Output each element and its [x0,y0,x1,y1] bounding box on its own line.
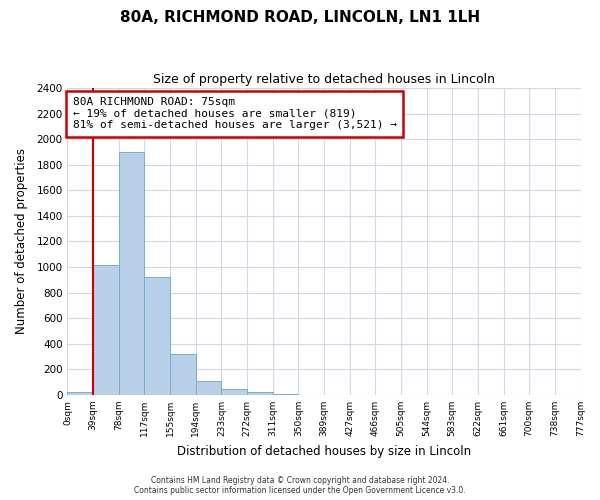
Y-axis label: Number of detached properties: Number of detached properties [15,148,28,334]
Text: 80A, RICHMOND ROAD, LINCOLN, LN1 1LH: 80A, RICHMOND ROAD, LINCOLN, LN1 1LH [120,10,480,25]
Bar [247,392,272,395]
Bar [145,278,170,395]
Text: 80A RICHMOND ROAD: 75sqm
← 19% of detached houses are smaller (819)
81% of semi-: 80A RICHMOND ROAD: 75sqm ← 19% of detach… [73,98,397,130]
Bar [93,264,119,395]
Text: Contains HM Land Registry data © Crown copyright and database right 2024.
Contai: Contains HM Land Registry data © Crown c… [134,476,466,495]
Bar [170,354,196,395]
X-axis label: Distribution of detached houses by size in Lincoln: Distribution of detached houses by size … [177,444,471,458]
Bar [67,392,93,395]
Bar [119,152,145,395]
Bar [196,381,221,395]
Bar [221,388,247,395]
Bar [272,394,298,395]
Title: Size of property relative to detached houses in Lincoln: Size of property relative to detached ho… [153,72,495,86]
